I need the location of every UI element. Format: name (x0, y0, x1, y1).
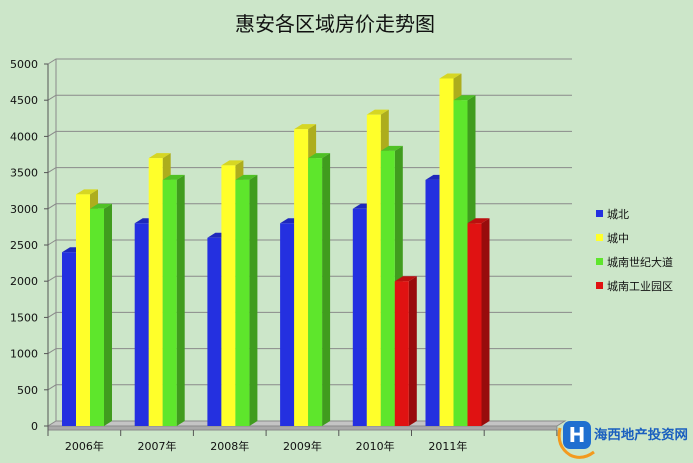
bar-front-face (308, 158, 323, 426)
y-tick-label: 4500 (10, 94, 38, 107)
legend-swatch (596, 210, 603, 217)
gridline (47, 94, 572, 101)
legend-label: 城中 (607, 232, 629, 245)
bar-side-face (176, 174, 185, 426)
legend-item: 城中 (596, 232, 629, 245)
legend-swatch (596, 258, 603, 265)
watermark-logo: H (557, 421, 595, 459)
bar-side-face (249, 174, 258, 426)
bar-front-face (352, 208, 367, 426)
bar-top-face (90, 203, 112, 209)
bar-top-face (453, 95, 476, 101)
bar-front-face (76, 194, 90, 426)
bar-top-face (439, 73, 462, 79)
y-tick-label: 5000 (10, 58, 38, 71)
floor-edge (47, 425, 558, 431)
y-axis: 0 500 1000 1500 2000 2500 3000 3500 4000 4500 5000 (10, 58, 49, 433)
bar-front-face (280, 223, 295, 426)
y-tick-label: 2000 (10, 275, 38, 288)
bar-top-face (76, 189, 98, 195)
bar-front-face (366, 114, 381, 427)
bar-front-face (221, 165, 236, 427)
bar-chengnan-shiji-dadao-2008 (235, 174, 258, 426)
legend-label: 城北 (607, 208, 629, 221)
bar-front-face (148, 158, 163, 426)
y-tick-label: 2500 (10, 239, 38, 252)
bar-front-face (207, 237, 222, 426)
bar-top-face (162, 174, 185, 180)
legend-label: 城南世纪大道 (607, 255, 673, 269)
gridlines (47, 58, 572, 421)
x-tick-label: 2006年 (65, 439, 104, 453)
legend-item: 城南工业园区 (596, 280, 673, 293)
bars (62, 73, 490, 427)
y-tick-label: 500 (17, 384, 38, 397)
logo-swoosh (557, 427, 595, 459)
bar-top-face (294, 124, 317, 130)
bar-chengnan-gongye-yuanqu-2011 (467, 218, 490, 426)
logo-badge (563, 421, 591, 449)
bar-front-face (62, 252, 76, 426)
bar-side-face (104, 203, 112, 426)
chart-title: 惠安各区域房价走势图 (235, 12, 435, 36)
bar-top-face (235, 174, 258, 180)
legend-label: 城南工业园区 (607, 280, 673, 293)
x-axis: 2006年 2007年 2008年 2009年 2010年 2011年 (47, 430, 558, 453)
legend-swatch (596, 282, 603, 289)
bar-top-face (308, 153, 331, 159)
logo-letter: H (569, 423, 586, 447)
bar-side-face (481, 218, 490, 426)
x-tick-label: 2008年 (210, 439, 249, 453)
y-tick-label: 4000 (10, 130, 38, 143)
bar-top-face (221, 160, 244, 166)
bar-top-face (380, 145, 403, 151)
bar-front-face (162, 179, 177, 426)
legend-item: 城北 (596, 208, 629, 221)
x-tick-label: 2009年 (283, 439, 322, 453)
bar-side-face (408, 276, 417, 426)
x-tick-label: 2011年 (428, 439, 467, 453)
bar-top-face (394, 276, 417, 282)
y-tick-label: 1500 (10, 311, 38, 324)
bar-front-face (235, 179, 250, 426)
bar-front-face (394, 281, 409, 426)
bar-top-face (148, 153, 171, 159)
bar-front-face (453, 100, 468, 426)
y-tick-label: 3500 (10, 167, 38, 180)
bar-front-face (380, 150, 395, 426)
bar-front-face (134, 223, 149, 426)
bar-front-face (439, 78, 454, 426)
x-tick-label: 2007年 (138, 439, 177, 453)
bar-chengnan-gongye-yuanqu-2010 (394, 276, 417, 426)
bar-chengnan-shiji-dadao-2006 (90, 203, 112, 426)
bar-side-face (322, 153, 331, 426)
x-tick-label: 2010年 (356, 439, 395, 453)
gridline (47, 58, 572, 65)
bar-top-face (467, 218, 490, 224)
y-tick-label: 0 (31, 420, 38, 433)
y-tick-label: 1000 (10, 348, 38, 361)
bar-front-face (90, 208, 104, 426)
legend-item: 城南世纪大道 (596, 255, 673, 269)
watermark-text: 海西地产投资网 (594, 427, 688, 443)
legend-swatch (596, 234, 603, 241)
bar-chengnan-shiji-dadao-2009 (308, 153, 331, 426)
y-tick-label: 3000 (10, 203, 38, 216)
bar-top-face (366, 109, 389, 115)
gridline (47, 130, 572, 137)
bar-chengnan-shiji-dadao-2007 (162, 174, 185, 426)
watermark: H 海西地产投资网 (557, 421, 688, 459)
bar-front-face (425, 179, 440, 426)
bar-front-face (294, 129, 309, 426)
bar-front-face (467, 223, 482, 426)
